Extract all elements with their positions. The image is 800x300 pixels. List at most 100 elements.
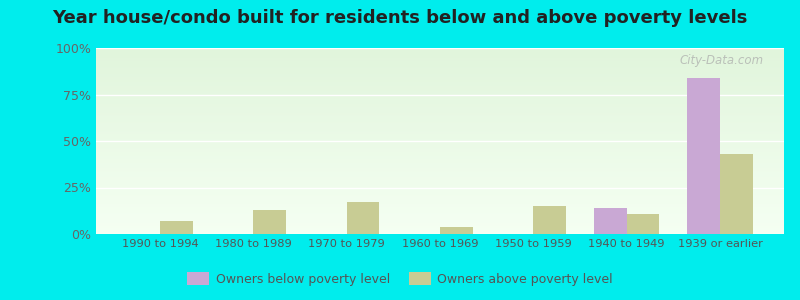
Text: City-Data.com: City-Data.com: [679, 54, 763, 67]
Bar: [96, 80, 784, 82]
Bar: [96, 90, 784, 91]
Bar: [96, 165, 784, 166]
Bar: [96, 103, 784, 104]
Bar: [96, 88, 784, 89]
Bar: [96, 148, 784, 149]
Bar: [96, 124, 784, 125]
Bar: [96, 69, 784, 70]
Bar: [96, 142, 784, 143]
Bar: [96, 203, 784, 204]
Bar: [96, 114, 784, 115]
Bar: [96, 223, 784, 224]
Bar: [96, 166, 784, 167]
Bar: [96, 178, 784, 179]
Bar: [96, 197, 784, 198]
Bar: [96, 61, 784, 62]
Bar: [96, 168, 784, 169]
Bar: [96, 126, 784, 127]
Bar: [96, 137, 784, 138]
Bar: [96, 106, 784, 107]
Bar: [96, 163, 784, 164]
Bar: [96, 190, 784, 191]
Bar: [96, 224, 784, 225]
Bar: [96, 177, 784, 178]
Bar: [96, 132, 784, 133]
Bar: [96, 130, 784, 131]
Bar: [96, 93, 784, 94]
Bar: [96, 227, 784, 228]
Bar: [96, 199, 784, 200]
Bar: [96, 97, 784, 98]
Bar: [96, 86, 784, 87]
Bar: [96, 153, 784, 154]
Bar: [96, 123, 784, 124]
Bar: [96, 84, 784, 85]
Bar: [96, 129, 784, 130]
Bar: [96, 121, 784, 122]
Bar: [96, 50, 784, 51]
Bar: [96, 127, 784, 128]
Bar: [96, 211, 784, 212]
Bar: [96, 120, 784, 121]
Bar: [96, 171, 784, 172]
Bar: [96, 151, 784, 152]
Bar: [96, 192, 784, 193]
Bar: [96, 138, 784, 139]
Bar: [96, 113, 784, 114]
Bar: [96, 140, 784, 141]
Bar: [96, 196, 784, 197]
Bar: [96, 57, 784, 58]
Bar: [96, 193, 784, 194]
Bar: [96, 70, 784, 71]
Bar: [96, 100, 784, 101]
Bar: [96, 180, 784, 181]
Bar: [96, 181, 784, 182]
Bar: [96, 82, 784, 83]
Bar: [96, 56, 784, 57]
Bar: [96, 119, 784, 120]
Bar: [96, 128, 784, 129]
Bar: [96, 225, 784, 226]
Bar: [96, 63, 784, 64]
Bar: [96, 136, 784, 137]
Bar: [96, 195, 784, 196]
Bar: [96, 94, 784, 95]
Bar: [96, 118, 784, 119]
Bar: [96, 112, 784, 113]
Bar: [96, 221, 784, 222]
Bar: [96, 111, 784, 112]
Bar: [96, 229, 784, 230]
Bar: [96, 218, 784, 219]
Bar: [96, 189, 784, 190]
Bar: [96, 170, 784, 171]
Bar: [96, 82, 784, 83]
Bar: [96, 76, 784, 77]
Bar: [96, 155, 784, 156]
Bar: [96, 222, 784, 223]
Bar: [96, 160, 784, 161]
Bar: [96, 68, 784, 69]
Bar: [96, 87, 784, 88]
Bar: [96, 210, 784, 211]
Bar: [96, 157, 784, 158]
Bar: [96, 219, 784, 220]
Bar: [96, 73, 784, 74]
Bar: [96, 60, 784, 61]
Bar: [96, 202, 784, 203]
Bar: [96, 220, 784, 221]
Bar: [96, 207, 784, 208]
Bar: [96, 162, 784, 163]
Bar: [96, 102, 784, 103]
Bar: [96, 78, 784, 79]
Bar: [96, 198, 784, 199]
Bar: [96, 154, 784, 155]
Bar: [96, 96, 784, 97]
Bar: [96, 208, 784, 209]
Bar: [96, 217, 784, 218]
Bar: [96, 188, 784, 189]
Bar: [96, 105, 784, 106]
Bar: [96, 72, 784, 73]
Bar: [96, 107, 784, 108]
Bar: [96, 92, 784, 93]
Bar: [96, 226, 784, 227]
